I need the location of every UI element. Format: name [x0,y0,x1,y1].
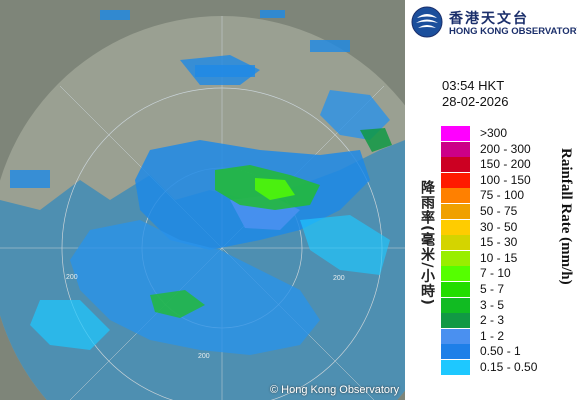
legend-panel: 香港天文台 HONG KONG OBSERVATORY 03:54 HKT 28… [405,0,577,400]
heavy-rain-echoes [150,128,392,318]
legend-swatch [441,266,470,282]
legend-range-label: 15 - 30 [480,235,518,250]
legend-swatch [441,328,470,344]
legend-swatch [441,250,470,266]
legend-range-label: 1 - 2 [480,328,505,343]
legend-swatch [441,297,470,313]
legend-swatch [441,344,470,360]
legend-range-label: >300 [480,126,508,140]
legend-title-en: Rainfall Rate (mm/h) [558,148,574,285]
legend-range-label: 100 - 150 [480,172,531,187]
legend-swatch [441,360,470,375]
legend-range-label: 5 - 7 [480,282,505,296]
observation-time: 03:54 HKT [442,78,505,93]
legend-range-label: 30 - 50 [480,219,518,234]
org-name-cn: 香港天文台 [449,11,529,27]
legend-range-label: 75 - 100 [480,188,525,203]
range-label-east: 200 [333,275,345,282]
legend-range-label: 7 - 10 [480,266,511,281]
observation-date: 28-02-2026 [442,94,509,109]
legend-swatch [441,282,470,297]
legend-range-label: 2 - 3 [480,313,505,328]
legend-range-label: 3 - 5 [480,297,505,312]
range-label-west: 200 [66,274,78,281]
legend-swatch [441,204,470,219]
hko-logo: 香港天文台 HONG KONG OBSERVATORY [411,6,577,40]
legend-range-label: 10 - 15 [480,250,518,265]
radar-map: 200 200 200 © Hong Kong Observatory [0,0,405,400]
legend-range-label: 50 - 75 [480,204,518,218]
radar-map-graphic: 200 200 200 [0,0,405,400]
legend-title-cn: 降雨率(毫米/小時) [419,180,435,306]
legend-range-label: 0.15 - 0.50 [480,360,538,374]
legend-swatch [441,188,470,204]
hko-emblem-icon [411,6,443,38]
range-label-south: 200 [198,353,210,360]
legend-swatch [441,157,470,173]
org-name-en: HONG KONG OBSERVATORY [449,26,577,37]
legend-swatch [441,172,470,188]
legend-swatch [441,141,470,157]
legend-range-label: 0.50 - 1 [480,344,521,359]
legend-swatch [441,235,470,251]
scattered-echoes [10,10,350,188]
legend-swatch [441,126,470,141]
copyright-text: © Hong Kong Observatory [270,384,400,396]
legend-range-label: 150 - 200 [480,157,531,172]
legend-swatch [441,219,470,235]
grid-line-diag-b [59,85,385,400]
legend-swatch [441,313,470,329]
legend-range-label: 200 - 300 [480,141,531,156]
